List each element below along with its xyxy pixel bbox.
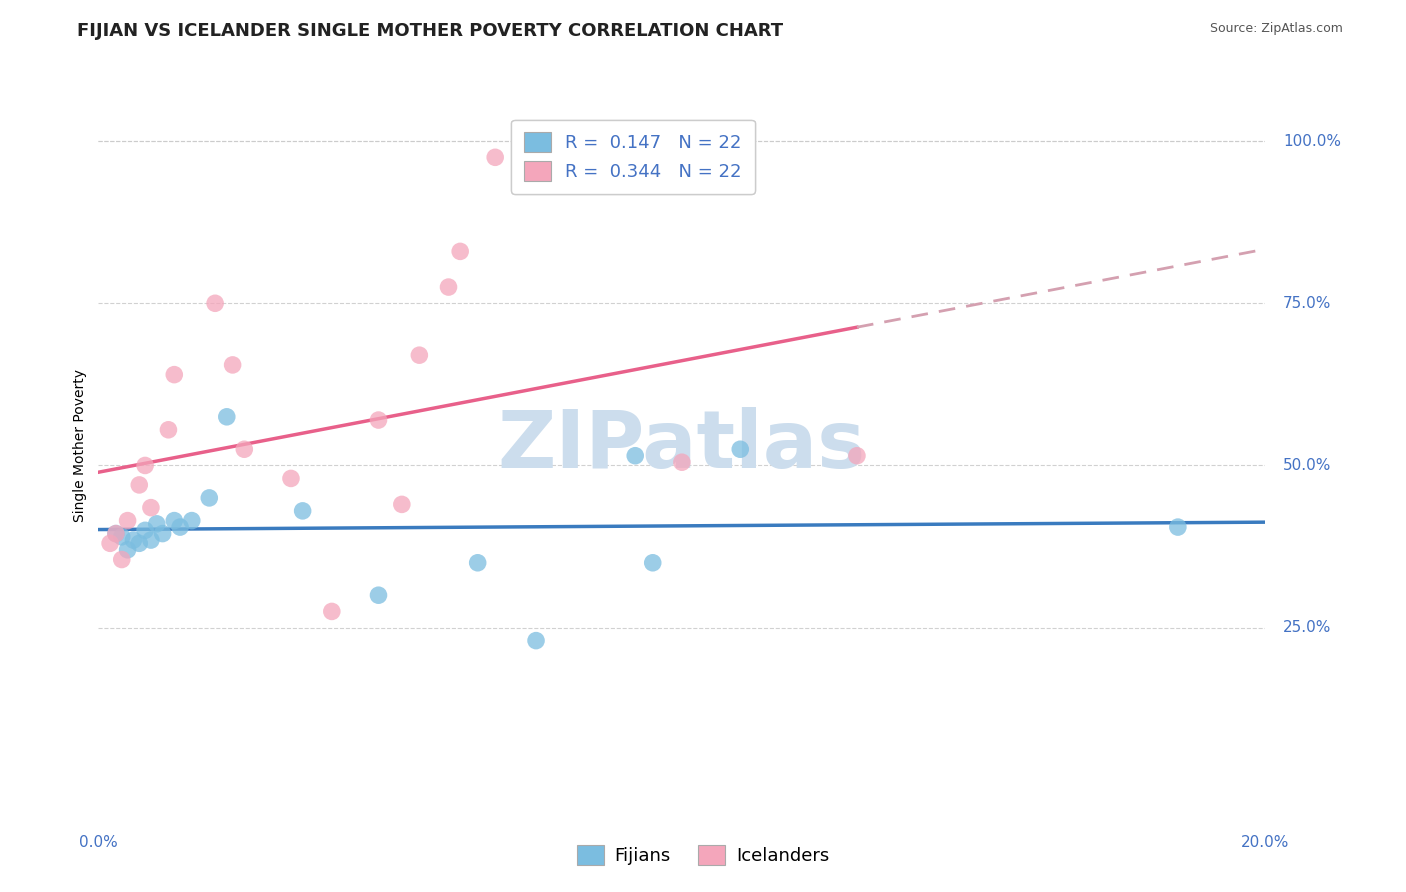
Text: FIJIAN VS ICELANDER SINGLE MOTHER POVERTY CORRELATION CHART: FIJIAN VS ICELANDER SINGLE MOTHER POVERT… <box>77 22 783 40</box>
Point <box>111 552 134 566</box>
Point <box>111 530 134 544</box>
Point <box>624 449 647 463</box>
Point <box>321 604 343 618</box>
Point <box>98 536 121 550</box>
Point <box>163 368 186 382</box>
Point <box>104 526 127 541</box>
Point <box>437 280 460 294</box>
Point <box>467 556 489 570</box>
Point <box>221 358 243 372</box>
Point <box>524 633 547 648</box>
Point <box>449 244 471 259</box>
Point <box>128 536 150 550</box>
Point <box>641 556 664 570</box>
Point <box>198 491 221 505</box>
Point <box>1167 520 1189 534</box>
Point <box>367 413 389 427</box>
Point <box>671 455 693 469</box>
Text: 100.0%: 100.0% <box>1282 134 1341 149</box>
Point <box>169 520 191 534</box>
Y-axis label: Single Mother Poverty: Single Mother Poverty <box>73 369 87 523</box>
Point <box>139 500 162 515</box>
Point <box>291 504 314 518</box>
Point <box>122 533 145 547</box>
Point <box>134 524 156 538</box>
Point <box>367 588 389 602</box>
Point <box>846 449 869 463</box>
Point <box>408 348 430 362</box>
Point <box>146 516 169 531</box>
Point <box>128 478 150 492</box>
Text: 0.0%: 0.0% <box>79 835 118 850</box>
Legend: Fijians, Icelanders: Fijians, Icelanders <box>568 836 838 874</box>
Point <box>204 296 226 310</box>
Point <box>180 514 202 528</box>
Text: 25.0%: 25.0% <box>1282 620 1331 635</box>
Point <box>152 526 174 541</box>
Text: 75.0%: 75.0% <box>1282 296 1331 310</box>
Text: Source: ZipAtlas.com: Source: ZipAtlas.com <box>1209 22 1343 36</box>
Point <box>134 458 156 473</box>
Point <box>484 150 506 164</box>
Point <box>391 497 413 511</box>
Legend: R =  0.147   N = 22, R =  0.344   N = 22: R = 0.147 N = 22, R = 0.344 N = 22 <box>512 120 755 194</box>
Point <box>280 471 302 485</box>
Point <box>233 442 256 457</box>
Point <box>117 514 139 528</box>
Text: ZIPatlas: ZIPatlas <box>498 407 866 485</box>
Point <box>139 533 162 547</box>
Text: 50.0%: 50.0% <box>1282 458 1331 473</box>
Point <box>157 423 180 437</box>
Point <box>117 542 139 557</box>
Text: 20.0%: 20.0% <box>1241 835 1289 850</box>
Point <box>215 409 238 424</box>
Point <box>104 526 127 541</box>
Point <box>163 514 186 528</box>
Point <box>730 442 752 457</box>
